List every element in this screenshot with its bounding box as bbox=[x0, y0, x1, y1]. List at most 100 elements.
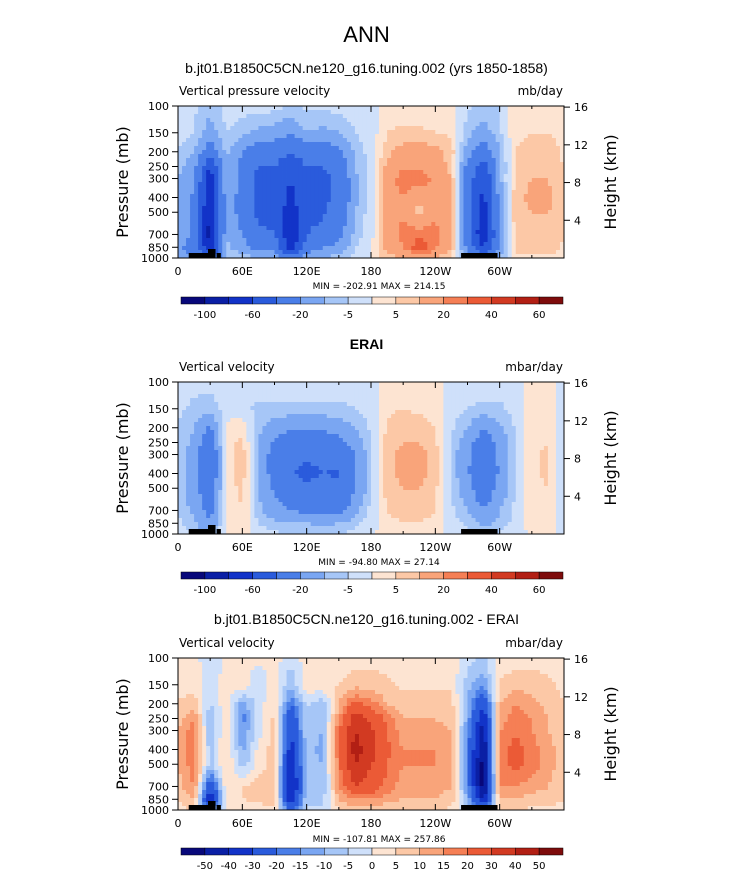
heatmap-cell bbox=[451, 106, 456, 111]
heatmap-cell bbox=[194, 142, 199, 147]
heatmap-cell bbox=[499, 226, 505, 231]
heatmap-cell bbox=[238, 234, 243, 239]
heatmap-cell bbox=[198, 246, 203, 251]
heatmap-cell bbox=[535, 202, 541, 207]
heatmap-cell bbox=[322, 126, 328, 131]
heatmap-cell bbox=[334, 230, 340, 235]
heatmap-cell bbox=[358, 206, 364, 211]
heatmap-cell bbox=[399, 114, 404, 119]
heatmap-cell bbox=[350, 214, 356, 219]
heatmap-cell bbox=[403, 382, 408, 387]
heatmap-cell bbox=[523, 158, 529, 163]
heatmap-cell bbox=[314, 162, 320, 167]
heatmap-cell bbox=[270, 390, 275, 395]
heatmap-cell bbox=[254, 194, 259, 199]
heatmap-cell bbox=[371, 426, 376, 431]
heatmap-cell bbox=[242, 430, 247, 435]
heatmap-cell bbox=[318, 206, 324, 211]
heatmap-cell bbox=[527, 222, 533, 227]
heatmap-cell bbox=[435, 206, 440, 211]
panel-1-title: b.jt01.B1850C5CN.ne120_g16.tuning.002 (y… bbox=[185, 60, 548, 76]
heatmap-cell bbox=[182, 194, 187, 199]
heatmap-cell bbox=[551, 250, 557, 255]
heatmap-cell bbox=[527, 426, 533, 431]
heatmap-cell bbox=[214, 394, 219, 399]
heatmap-cell bbox=[266, 174, 271, 179]
heatmap-cell bbox=[419, 390, 424, 395]
heatmap-cell bbox=[467, 118, 472, 123]
heatmap-cell bbox=[503, 422, 509, 427]
heatmap-cell bbox=[447, 214, 452, 219]
heatmap-cell bbox=[342, 114, 348, 119]
heatmap-cell bbox=[266, 246, 271, 251]
heatmap-cell bbox=[282, 414, 287, 419]
y-tick-label: 150 bbox=[148, 127, 169, 140]
heatmap-cell bbox=[266, 186, 271, 191]
heatmap-cell bbox=[258, 234, 263, 239]
heatmap-cell bbox=[559, 398, 565, 403]
heatmap-cell bbox=[262, 382, 267, 387]
heatmap-cell bbox=[202, 414, 207, 419]
heatmap-cell bbox=[467, 198, 472, 203]
heatmap-cell bbox=[338, 394, 344, 399]
heatmap-cell bbox=[306, 394, 312, 399]
heatmap-cell bbox=[194, 138, 199, 143]
heatmap-cell bbox=[234, 162, 239, 167]
heatmap-cell bbox=[403, 410, 408, 415]
heatmap-cell bbox=[190, 194, 195, 199]
heatmap-cell bbox=[383, 126, 388, 131]
heatmap-cell bbox=[194, 398, 199, 403]
heatmap-cell bbox=[523, 198, 529, 203]
heatmap-cell bbox=[371, 210, 376, 215]
heatmap-cell bbox=[387, 214, 392, 219]
heatmap-cell bbox=[262, 394, 267, 399]
heatmap-cell bbox=[515, 414, 521, 419]
heatmap-cell bbox=[491, 150, 497, 155]
heatmap-cell bbox=[407, 426, 412, 431]
heatmap-cell bbox=[407, 106, 412, 111]
heatmap-cell bbox=[475, 426, 480, 431]
colorbar-box bbox=[395, 296, 420, 305]
heatmap-cell bbox=[302, 394, 308, 399]
heatmap-cell bbox=[182, 198, 187, 203]
heatmap-cell bbox=[202, 182, 207, 187]
heatmap-cell bbox=[318, 402, 324, 407]
heatmap-cell bbox=[407, 126, 412, 131]
heatmap-cell bbox=[375, 414, 380, 419]
heatmap-cell bbox=[423, 394, 428, 399]
heatmap-cell bbox=[210, 174, 215, 179]
heatmap-cell bbox=[226, 418, 231, 423]
heatmap-cell bbox=[358, 402, 364, 407]
heatmap-cell bbox=[258, 122, 263, 127]
heatmap-cell bbox=[330, 246, 336, 251]
heatmap-cell bbox=[226, 206, 231, 211]
heatmap-cell bbox=[495, 402, 501, 407]
heatmap-cell bbox=[182, 230, 187, 235]
heatmap-cell bbox=[290, 126, 295, 131]
heatmap-cell bbox=[186, 418, 191, 423]
heatmap-cell bbox=[302, 254, 308, 259]
heatmap-cell bbox=[379, 170, 384, 175]
heatmap-cell bbox=[403, 174, 408, 179]
heatmap-cell bbox=[555, 130, 561, 135]
heatmap-cell bbox=[495, 158, 501, 163]
heatmap-cell bbox=[463, 234, 468, 239]
heatmap-cell bbox=[423, 142, 428, 147]
heatmap-cell bbox=[463, 390, 468, 395]
heatmap-cell bbox=[266, 202, 271, 207]
heatmap-cell bbox=[515, 146, 521, 151]
heatmap-cell bbox=[198, 382, 203, 387]
heatmap-cell bbox=[423, 130, 428, 135]
heatmap-cell bbox=[310, 234, 316, 239]
heatmap-cell bbox=[226, 174, 231, 179]
heatmap-cell bbox=[330, 430, 336, 435]
heatmap-cell bbox=[443, 246, 448, 251]
heatmap-cell bbox=[262, 234, 267, 239]
heatmap-cell bbox=[399, 238, 404, 243]
heatmap-cell bbox=[230, 146, 235, 151]
heatmap-cell bbox=[342, 178, 348, 183]
heatmap-cell bbox=[519, 130, 525, 135]
heatmap-cell bbox=[423, 178, 428, 183]
heatmap-cell bbox=[222, 174, 227, 179]
heatmap-cell bbox=[214, 422, 219, 427]
